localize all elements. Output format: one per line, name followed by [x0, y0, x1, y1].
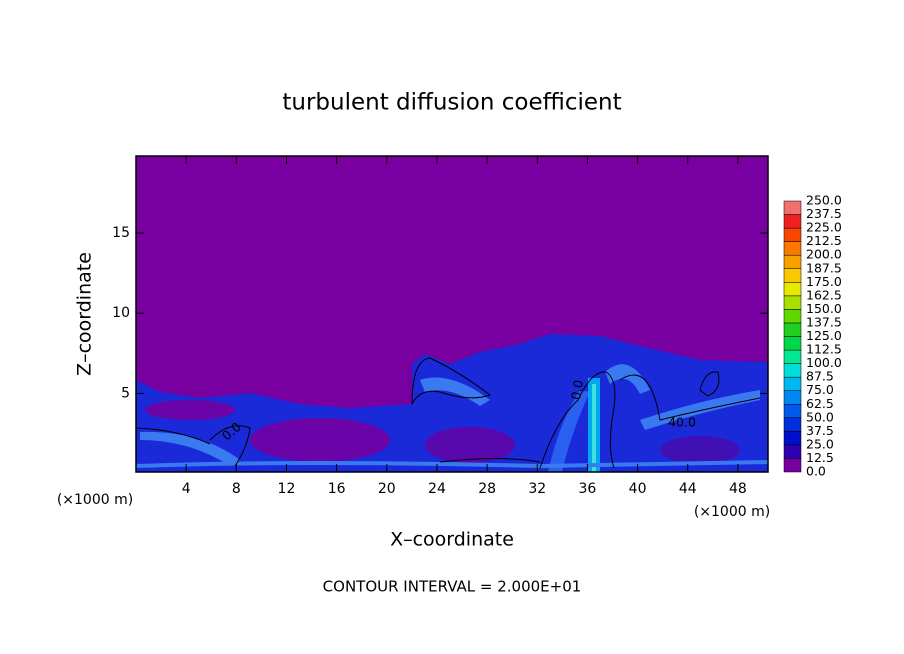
- field-region: [250, 418, 390, 462]
- x-tick-label: 20: [378, 481, 396, 497]
- y-tick-label: 5: [121, 385, 130, 401]
- y-axis-label: Z–coordinate: [74, 252, 96, 376]
- colorbar-label: 250.0: [806, 193, 842, 208]
- field: 40.0 0.0 0.0: [135, 156, 769, 472]
- colorbar-label: 237.5: [806, 206, 842, 221]
- x-tick-label: 44: [679, 481, 697, 497]
- colorbar-swatch: [783, 241, 802, 256]
- colorbar-swatch: [783, 458, 802, 473]
- colorbar-label: 50.0: [806, 409, 834, 424]
- field-streak: [420, 377, 490, 406]
- colorbar-swatch: [783, 282, 802, 297]
- contour-line: [439, 458, 541, 463]
- x-tick-label: 32: [528, 481, 546, 497]
- x-unit-label: (×1000 m): [57, 492, 133, 508]
- x-tick-label: 28: [478, 481, 496, 497]
- x-axis-label: X–coordinate: [390, 529, 514, 551]
- y-tick-label: 15: [112, 225, 130, 241]
- y-tick-label: 10: [112, 305, 130, 321]
- x-tick-label: 8: [232, 481, 241, 497]
- colorbar-swatch: [783, 322, 802, 337]
- colorbar-label: 125.0: [806, 328, 842, 343]
- colorbar-label: 112.5: [806, 342, 842, 357]
- x-tick-label: 24: [428, 481, 446, 497]
- colorbar-label: 0.0: [806, 464, 826, 479]
- field-streak: [640, 390, 760, 430]
- colorbar-label: 212.5: [806, 233, 842, 248]
- field-region: [425, 427, 515, 463]
- colorbar-label: 175.0: [806, 274, 842, 289]
- x-unit-label: (×1000 m): [694, 504, 770, 520]
- field-region: [660, 436, 740, 464]
- colorbar-label: 150.0: [806, 301, 842, 316]
- colorbar-label: 62.5: [806, 396, 834, 411]
- colorbar-swatch: [783, 404, 802, 419]
- x-tick-label: 12: [278, 481, 296, 497]
- colorbar-label: 75.0: [806, 382, 834, 397]
- colorbar-swatch: [783, 227, 802, 242]
- colorbar-label: 87.5: [806, 369, 834, 384]
- contour-line: [619, 374, 761, 421]
- plot-frame: [135, 155, 769, 473]
- colorbar-label: 12.5: [806, 450, 834, 465]
- contour-line: [411, 357, 492, 405]
- contour-label: 0.0: [568, 379, 586, 401]
- contour-line: [135, 427, 211, 445]
- contour-line: [209, 425, 251, 467]
- field-region: [145, 400, 235, 420]
- colorbar-swatch: [783, 431, 802, 446]
- contour-interval: CONTOUR INTERVAL = 2.000E+01: [323, 578, 582, 596]
- colorbar-swatch: [783, 444, 802, 459]
- colorbar-label: 162.5: [806, 287, 842, 302]
- colorbar-swatch: [783, 295, 802, 310]
- colorbar-label: 100.0: [806, 355, 842, 370]
- x-tick-label: 36: [579, 481, 597, 497]
- contour-label: 40.0: [668, 415, 696, 430]
- contour-line: [699, 371, 720, 397]
- colorbar-swatch: [783, 268, 802, 283]
- field-streak: [605, 364, 650, 394]
- field-streak: [135, 460, 769, 469]
- colorbar-swatch: [783, 214, 802, 229]
- colorbar-swatch: [783, 309, 802, 324]
- colorbar-swatch: [783, 200, 802, 215]
- contour-line: [539, 371, 616, 469]
- colorbar-label: 225.0: [806, 220, 842, 235]
- colorbar-label: 200.0: [806, 247, 842, 262]
- field-streak: [140, 431, 240, 466]
- field-column: [592, 384, 596, 472]
- colorbar-swatch: [783, 417, 802, 432]
- x-tick-label: 16: [328, 481, 346, 497]
- colorbar-swatch: [783, 349, 802, 364]
- colorbar-swatch: [783, 254, 802, 269]
- x-tick-label: 40: [629, 481, 647, 497]
- colorbar-label: 137.5: [806, 314, 842, 329]
- field-streak: [548, 390, 590, 472]
- colorbar-label: 37.5: [806, 423, 834, 438]
- colorbar-swatch: [783, 376, 802, 391]
- colorbar-swatch: [783, 363, 802, 378]
- chart-title: turbulent diffusion coefficient: [282, 90, 621, 116]
- colorbar-swatch: [783, 336, 802, 351]
- x-tick-label: 48: [729, 481, 747, 497]
- x-tick-label: 4: [182, 481, 191, 497]
- colorbar-swatch: [783, 390, 802, 405]
- colorbar-label: 25.0: [806, 436, 834, 451]
- colorbar-label: 187.5: [806, 260, 842, 275]
